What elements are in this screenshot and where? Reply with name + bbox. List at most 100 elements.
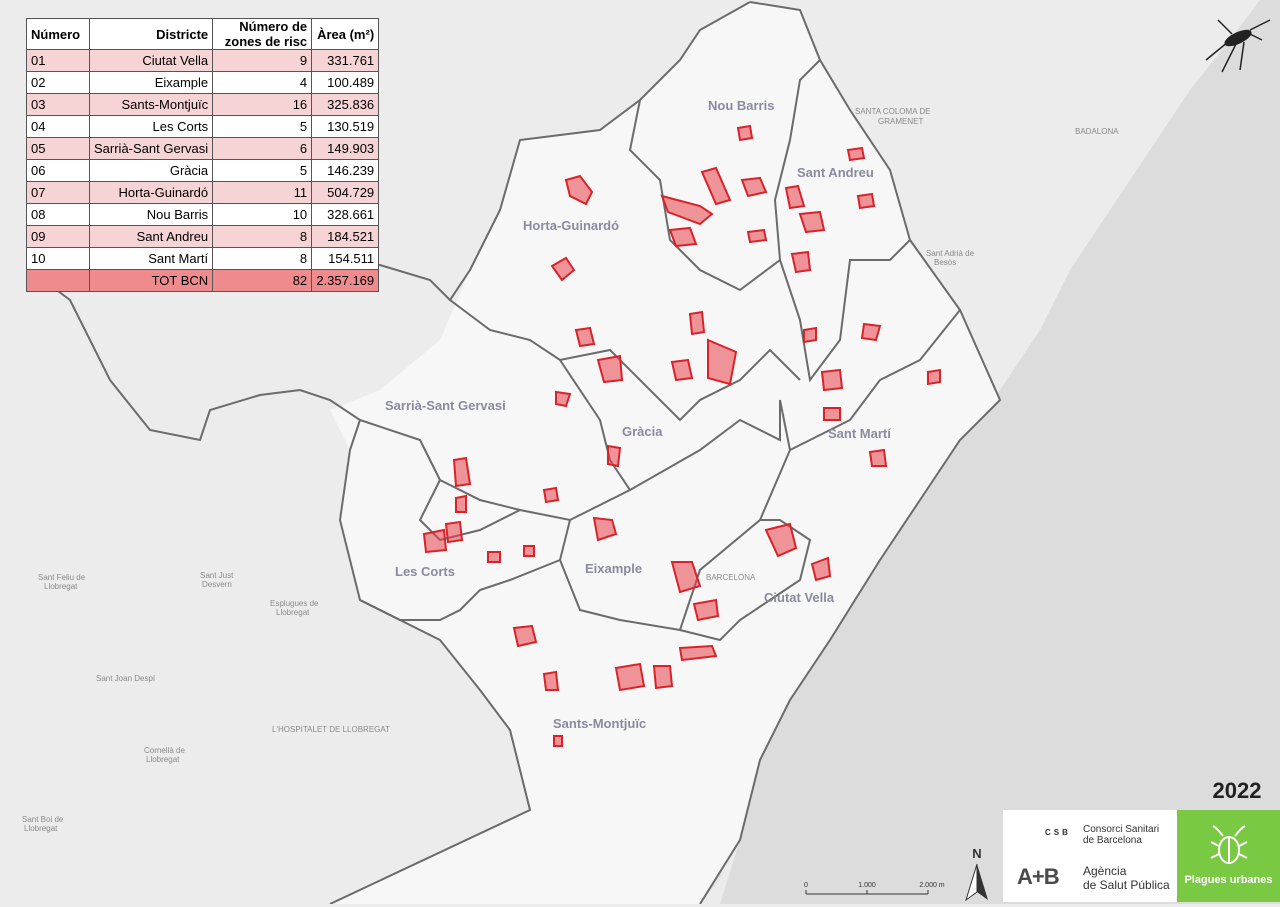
- district-label-eixample: Eixample: [585, 561, 642, 576]
- table-cell-zones: 8: [212, 247, 313, 270]
- risk-zone: [614, 662, 646, 692]
- table-cell-area: 328.661: [311, 203, 380, 226]
- risk-zone: [670, 561, 702, 594]
- scale-tick-1: 1.000: [858, 882, 876, 889]
- table-total-row: TOT BCN 82 2.357.169: [26, 269, 380, 292]
- risk-zone: [574, 326, 596, 348]
- risk-zone: [550, 256, 576, 282]
- district-labels: Nou Barris Sant Andreu Horta-Guinardó Sa…: [385, 98, 891, 731]
- table-cell-zones: 8: [212, 225, 313, 248]
- risk-zone: [803, 326, 817, 344]
- table-cell-num: 03: [26, 93, 90, 116]
- scale-tick-0: 0: [804, 882, 808, 889]
- risk-zone: [553, 735, 563, 747]
- table-cell-district: Les Corts: [88, 115, 214, 138]
- table-row: 05 Sarrià-Sant Gervasi 6 149.903: [26, 137, 380, 160]
- place-desvern: Desvern: [202, 580, 232, 589]
- table-cell-num: 08: [26, 203, 90, 226]
- district-label-ciutat-vella: Ciutat Vella: [764, 590, 835, 605]
- north-label: N: [972, 846, 982, 861]
- header-area: Àrea (m²): [311, 18, 380, 50]
- asp-logo-name: Agència de Salut Pública: [1083, 864, 1170, 892]
- risk-zone: [860, 322, 882, 342]
- place-cornella: Cornellà de: [144, 746, 185, 755]
- place-esplugues: Esplugues de: [270, 599, 319, 608]
- risk-zone: [927, 368, 941, 386]
- place-sant-adria: Sant Adrià de: [926, 249, 975, 258]
- mosquito-icon: [1205, 19, 1271, 73]
- risk-zone: [455, 494, 467, 513]
- header-district: Districte: [88, 18, 214, 50]
- place-hospitalet: L'HOSPITALET DE LLOBREGAT: [272, 725, 390, 734]
- risk-zone: [820, 368, 844, 392]
- risk-zone: [592, 516, 618, 542]
- table-cell-district: Horta-Guinardó: [88, 181, 214, 204]
- risk-zone: [846, 146, 866, 162]
- place-gramenet: GRAMENET: [878, 117, 923, 126]
- table-cell-area: 504.729: [311, 181, 380, 204]
- plagues-label: Plagues urbanes: [1184, 874, 1273, 886]
- table-cell-district: Sant Martí: [88, 247, 214, 270]
- table-cell-district: Sarrià-Sant Gervasi: [88, 137, 214, 160]
- table-total-cell: TOT BCN: [88, 269, 214, 292]
- scale-tick-2: 2.000 m: [919, 882, 944, 889]
- risk-zone: [512, 624, 538, 648]
- risk-zone: [422, 528, 448, 554]
- table-cell-num: 09: [26, 225, 90, 248]
- risk-zones: [422, 124, 941, 747]
- north-arrow-icon: [965, 863, 988, 902]
- table-cell-zones: 9: [212, 49, 313, 72]
- place-badalona: BADALONA: [1075, 127, 1119, 136]
- risk-zone: [564, 174, 594, 206]
- risk-zone: [856, 192, 876, 210]
- place-sant-boi: Sant Boi de: [22, 815, 64, 824]
- table-total-cell: 82: [212, 269, 313, 292]
- risk-zone: [790, 250, 812, 274]
- table-row: 08 Nou Barris 10 328.661: [26, 203, 380, 226]
- risk-zone: [668, 226, 698, 248]
- table-cell-num: 05: [26, 137, 90, 160]
- risk-zone: [555, 390, 572, 408]
- risk-zone: [452, 456, 472, 488]
- district-label-nou-barris: Nou Barris: [708, 98, 774, 113]
- asp-logo-mark: A+B: [1017, 864, 1060, 889]
- district-boundaries: [27, 1, 1002, 904]
- table-cell-district: Ciutat Vella: [88, 49, 214, 72]
- risk-zone: [700, 166, 732, 206]
- risk-zone: [784, 184, 806, 210]
- place-besos: Besòs: [934, 258, 956, 267]
- city-outline: [699, 1, 1002, 904]
- table-cell-area: 100.489: [311, 71, 380, 94]
- table-cell-num: 06: [26, 159, 90, 182]
- risk-zone: [444, 520, 464, 544]
- table-cell-zones: 5: [212, 115, 313, 138]
- table-cell-zones: 4: [212, 71, 313, 94]
- table-cell-num: 02: [26, 71, 90, 94]
- scale-bar: 0 1.000 2.000 m: [800, 878, 960, 902]
- boundary-sant-marti: [789, 309, 961, 451]
- risk-zone: [692, 598, 720, 622]
- table-row: 03 Sants-Montjuïc 16 325.836: [26, 93, 380, 116]
- risk-zone: [487, 551, 501, 563]
- place-llobregat-2: Llobregat: [276, 608, 310, 617]
- place-barcelona: BARCELONA: [706, 573, 756, 582]
- district-stats-table: Número Districte Número de zones de risc…: [26, 18, 380, 292]
- risk-zone: [652, 665, 674, 690]
- scale-bar-graphic: 0 1.000 2.000 m: [804, 882, 945, 895]
- table-row: 07 Horta-Guinardó 11 504.729: [26, 181, 380, 204]
- place-llobregat-3: Llobregat: [146, 755, 180, 764]
- risk-zone: [523, 545, 535, 557]
- table-cell-num: 07: [26, 181, 90, 204]
- risk-zone: [542, 486, 560, 504]
- csb-logo-mark: CSB: [1045, 828, 1071, 837]
- table-row: 01 Ciutat Vella 9 331.761: [26, 49, 380, 72]
- table-cell-district: Sants-Montjuïc: [88, 93, 214, 116]
- table-cell-zones: 11: [212, 181, 313, 204]
- table-cell-area: 149.903: [311, 137, 380, 160]
- north-arrow: N: [962, 846, 992, 902]
- table-cell-district: Gràcia: [88, 159, 214, 182]
- place-santa-coloma: SANTA COLOMA DE: [855, 107, 930, 116]
- cockroach-icon: [1210, 825, 1248, 864]
- place-sant-joan: Sant Joan Despí: [96, 674, 156, 683]
